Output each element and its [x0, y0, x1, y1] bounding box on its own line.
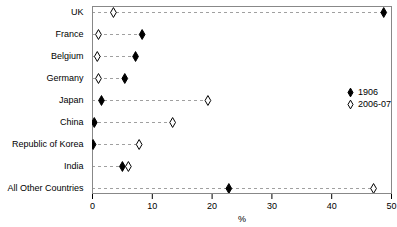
svg-text:30: 30 [267, 201, 277, 211]
svg-text:10: 10 [147, 201, 157, 211]
svg-text:Republic of Korea: Republic of Korea [12, 139, 84, 149]
svg-text:France: France [55, 29, 83, 39]
svg-text:Japan: Japan [59, 95, 84, 105]
svg-text:20: 20 [207, 201, 217, 211]
svg-text:%: % [238, 214, 246, 224]
html-text:1906: 1906 [358, 87, 378, 97]
html-text:2006-07: 2006-07 [358, 99, 391, 109]
svg-text:50: 50 [386, 201, 396, 211]
svg-text:Germany: Germany [46, 73, 84, 83]
svg-text:40: 40 [327, 201, 337, 211]
svg-text:UK: UK [71, 7, 84, 17]
svg-text:India: India [64, 161, 84, 171]
svg-text:0: 0 [90, 201, 95, 211]
svg-text:China: China [60, 117, 84, 127]
svg-text:All Other Countries: All Other Countries [7, 183, 84, 193]
svg-text:Belgium: Belgium [51, 51, 84, 61]
